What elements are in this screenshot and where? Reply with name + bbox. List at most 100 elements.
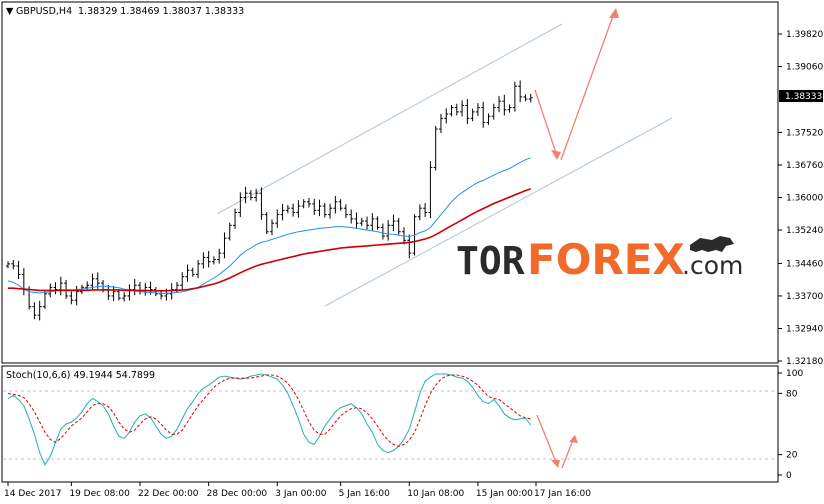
- price-tick-label: 1.32940: [786, 324, 823, 334]
- upper-channel-line: [216, 23, 563, 215]
- ohlc-bar: [301, 199, 306, 209]
- ohlc-bar: [201, 252, 206, 269]
- ohlc-bar: [481, 101, 486, 128]
- forecast-arrow-up-head: [609, 8, 619, 18]
- ohlc-bar: [338, 199, 343, 211]
- ohlc-bar: [42, 291, 47, 309]
- ohlc-bar: [270, 219, 274, 236]
- ohlc-bar: [196, 259, 201, 279]
- stoch-tick-label: 80: [786, 389, 798, 399]
- time-tick-label: 28 Dec 00:00: [207, 489, 268, 499]
- ohlc-bar: [306, 197, 311, 208]
- time-tick-label: 19 Dec 08:00: [69, 489, 130, 499]
- logo-tor: TOR: [456, 239, 525, 283]
- forecast-arrow-up: [560, 15, 614, 161]
- ohlc-bar: [11, 259, 16, 270]
- header-symbol: GBPUSD,H4: [16, 6, 72, 17]
- ohlc-bar: [449, 105, 454, 117]
- time-tick-label: 14 Dec 2017: [4, 489, 62, 499]
- ohlc-bar: [428, 161, 433, 219]
- time-tick-label: 3 Jan 00:00: [275, 489, 327, 499]
- ohlc-bar: [486, 113, 491, 125]
- ohlc-bar: [190, 267, 195, 277]
- ohlc-bar: [291, 203, 296, 217]
- price-tick-label: 1.34460: [786, 259, 823, 269]
- ohlc-bar: [185, 264, 190, 282]
- ohlc-bar: [380, 223, 385, 240]
- stoch-label: Stoch(10,6,6) 49.1944 54.7899: [6, 370, 155, 381]
- price-tick-label: 1.35240: [786, 226, 823, 236]
- price-tick-label: 1.36760: [786, 161, 823, 171]
- ohlc-bar: [349, 209, 354, 224]
- forecast-arrows: [534, 8, 619, 161]
- ohlc-bar: [6, 261, 10, 269]
- ohlc-bar: [359, 217, 364, 227]
- ohlc-bar: [233, 208, 238, 229]
- moving-averages-layer: [7, 157, 531, 294]
- ohlc-bar: [317, 199, 322, 217]
- ohlc-bar: [460, 100, 465, 117]
- candles-layer: [6, 80, 533, 321]
- ohlc-bar: [343, 204, 348, 219]
- time-tick-label: 17 Jan 16:00: [534, 489, 591, 499]
- logo-com: .com: [682, 251, 743, 280]
- stoch-arrow-up-head: [569, 435, 578, 443]
- ohlc-bar: [280, 203, 285, 221]
- main-panel-frame: [1, 1, 779, 364]
- ohlc-bar: [444, 108, 449, 124]
- ohlc-bar: [227, 222, 232, 241]
- header-ohlc: 1.38329 1.38469 1.38037 1.38333: [78, 6, 244, 17]
- ohlc-bar: [465, 99, 470, 125]
- ohlc-bar: [407, 234, 412, 259]
- forecast-arrow-down: [534, 89, 557, 154]
- ohlc-bar: [354, 212, 359, 229]
- ohlc-bar: [470, 108, 475, 122]
- ohlc-bar: [333, 196, 338, 214]
- price-badge: 1.38333: [785, 92, 822, 102]
- ohlc-bar: [206, 251, 211, 268]
- ohlc-bar: [264, 212, 269, 235]
- price-badge-bg: [779, 90, 823, 102]
- ohlc-bar: [454, 103, 459, 116]
- ohlc-bar: [475, 103, 480, 116]
- time-tick-label: 15 Jan 00:00: [476, 489, 533, 499]
- price-tick-label: 1.36000: [786, 193, 823, 203]
- torforex-logo: TOR FOREX .com: [456, 235, 743, 284]
- time-tick-label: 10 Jan 08:00: [407, 489, 464, 499]
- ohlc-bar: [375, 216, 380, 230]
- bull-icon: [690, 236, 734, 252]
- price-tick-label: 1.37520: [786, 128, 823, 138]
- stoch-panel-frame: [1, 365, 779, 483]
- ohlc-bar: [248, 190, 253, 201]
- ohlc-bar: [296, 200, 301, 218]
- ohlc-bar: [491, 103, 496, 120]
- ohlc-bar: [169, 283, 174, 300]
- ohlc-bar: [275, 209, 280, 228]
- ohlc-bar: [423, 203, 428, 218]
- ohlc-bar: [116, 289, 121, 301]
- ohlc-bar: [16, 260, 21, 280]
- ohlc-bar: [370, 213, 375, 231]
- time-tick-label: 5 Jan 16:00: [339, 489, 391, 499]
- ohlc-bar: [132, 278, 137, 296]
- ohlc-bar: [502, 94, 507, 116]
- header-arrow-icon[interactable]: ▼: [6, 6, 14, 17]
- stoch-axis: 100 80 20 0: [778, 369, 803, 481]
- ohlc-bar: [211, 256, 216, 265]
- stoch-arrow-down: [536, 414, 557, 463]
- ma-slow-line: [8, 188, 531, 292]
- stoch-arrow-up: [561, 439, 574, 469]
- ohlc-bar: [391, 214, 396, 232]
- ohlc-bar: [122, 292, 127, 302]
- ohlc-bar: [312, 198, 317, 215]
- stoch-signal-line: [7, 374, 531, 447]
- time-axis: 14 Dec 2017 19 Dec 08:00 22 Dec 00:00 28 De…: [4, 482, 591, 499]
- ohlc-bar: [386, 220, 391, 241]
- lower-channel-line: [324, 117, 673, 307]
- stoch-layer: [7, 373, 532, 466]
- ohlc-bar: [53, 282, 58, 295]
- stoch-arrow-down-head: [551, 460, 560, 468]
- ohlc-bar: [328, 203, 333, 219]
- price-tick-label: 1.39820: [786, 30, 823, 40]
